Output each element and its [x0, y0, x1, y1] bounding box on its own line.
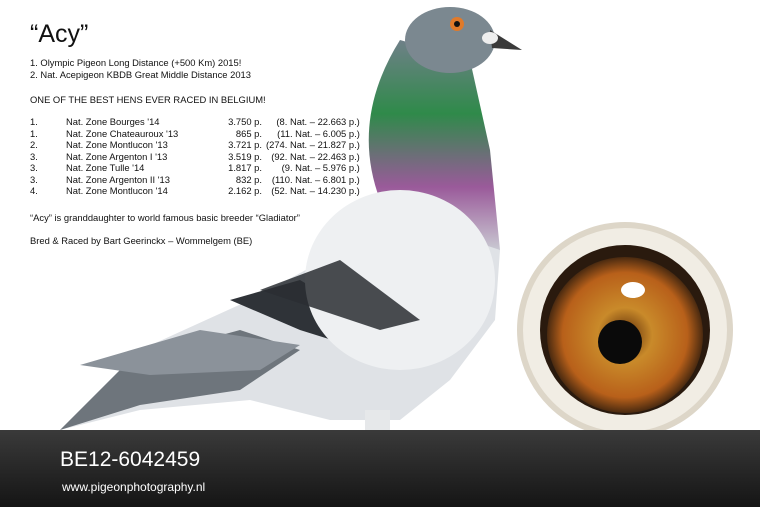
result-points: 3.750 p.: [228, 116, 262, 127]
pigeon-name: “Acy”: [30, 20, 89, 48]
result-points: 832 p.: [235, 173, 262, 185]
eye-closeup: [517, 222, 733, 438]
result-points: 1.817 p.: [228, 162, 262, 173]
table-row: 3. Nat. Zone Argenton I '13 3.519 p. (92. N…: [30, 151, 360, 163]
result-rank: 3.: [30, 162, 38, 173]
result-national: (274. Nat. – 21.827 p.): [266, 139, 360, 150]
result-national: (11. Nat. – 6.005 p.): [277, 127, 360, 139]
result-rank: 1.: [30, 116, 38, 127]
achievement-item: 2. Nat. Acepigeon KBDB Great Middle Dist…: [30, 68, 251, 80]
result-race: Nat. Zone Argenton II '13: [66, 173, 170, 185]
result-rank: 3.: [30, 173, 38, 185]
result-rank: 2.: [30, 139, 38, 150]
result-rank: 1.: [30, 127, 38, 139]
result-points: 3.721 p.: [228, 139, 262, 150]
result-race: Nat. Zone Montlucon '13: [66, 139, 168, 150]
result-race: Nat. Zone Argenton I '13: [66, 150, 168, 162]
result-rank: 3.: [30, 150, 38, 162]
achievements: 1. Olympic Pigeon Long Distance (+500 Km…: [30, 57, 251, 80]
result-race: Nat. Zone Chateauroux '13: [66, 127, 179, 139]
result-national: (9. Nat. – 5.976 p.): [281, 162, 360, 173]
pedigree-note: “Acy” is granddaughter to world famous b…: [30, 212, 300, 223]
bottom-band: [0, 430, 760, 507]
website-link[interactable]: www.pigeonphotography.nl: [62, 480, 206, 494]
result-rank: 4.: [30, 185, 38, 196]
result-points: 2.162 p.: [228, 185, 262, 196]
achievement-item: 1. Olympic Pigeon Long Distance (+500 Km…: [30, 57, 242, 68]
table-row: 2. Nat. Zone Montlucon '13 3.721 p. (274. N…: [30, 139, 360, 151]
table-row: 3. Nat. Zone Argenton II '13 832 p. (110. N…: [30, 174, 360, 186]
result-national: (8. Nat. – 22.663 p.): [276, 116, 360, 127]
result-national: (92. Nat. – 22.463 p.): [271, 150, 360, 162]
result-points: 865 p.: [235, 127, 262, 139]
result-national: (110. Nat. – 6.801 p.): [271, 173, 360, 185]
breeder-credit: Bred & Raced by Bart Geerinckx – Wommelg…: [30, 235, 253, 246]
result-race: Nat. Zone Montlucon '14: [66, 185, 168, 196]
result-points: 3.519 p.: [228, 150, 262, 162]
table-row: 3. Nat. Zone Tulle '14 1.817 p. (9. Nat. – …: [30, 162, 360, 174]
table-row: 4. Nat. Zone Montlucon '14 2.162 p. (52. Na…: [30, 185, 360, 197]
headline: ONE OF THE BEST HENS EVER RACED IN BELGI…: [30, 94, 266, 105]
result-race: Nat. Zone Tulle '14: [66, 162, 145, 173]
results-table: 1. Nat. Zone Bourges '14 3.750 p. (8. Nat. …: [30, 116, 360, 197]
table-row: 1. Nat. Zone Bourges '14 3.750 p. (8. Nat. …: [30, 116, 360, 128]
table-row: 1. Nat. Zone Chateauroux '13 865 p. (11. Na…: [30, 128, 360, 140]
result-national: (52. Nat. – 14.230 p.): [271, 185, 360, 196]
ring-number: BE12-6042459: [60, 448, 201, 471]
result-race: Nat. Zone Bourges '14: [66, 116, 160, 127]
